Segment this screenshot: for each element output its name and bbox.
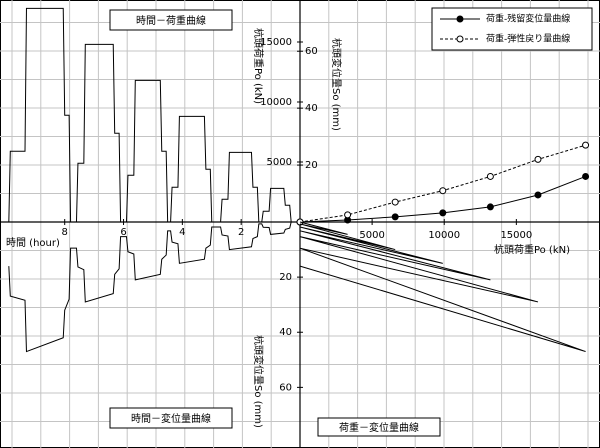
chart-title: 荷重－変位量曲線	[339, 421, 419, 434]
y-tick-label: 60	[279, 382, 292, 393]
x-tick-label: 15000	[500, 230, 532, 241]
title-box	[317, 417, 441, 437]
data-line	[8, 7, 300, 223]
legend-marker	[456, 15, 464, 23]
y-tick-label: 10000	[260, 97, 292, 108]
legend-box	[431, 7, 593, 51]
x-tick-label: 8	[62, 227, 68, 238]
y-tick-label: 20	[279, 272, 292, 283]
data-point	[391, 213, 399, 221]
chart-title: 時間－変位量曲線	[131, 412, 211, 425]
y-axis-label: 杭頭変位量So (mm)	[330, 38, 343, 131]
data-point	[582, 172, 590, 180]
data-point	[344, 211, 352, 219]
x-axis-label: 杭頭荷重Po (kN)	[494, 243, 570, 256]
y-axis-label: 杭頭変位量So (mm)	[252, 335, 265, 428]
y-tick-label: 5000	[267, 157, 292, 168]
legend-label: 荷重-残留変位量曲線	[486, 13, 570, 25]
data-point	[391, 198, 399, 206]
y-axis-label: 杭頭荷重Po (kN)	[252, 28, 265, 104]
x-tick-label: 6	[120, 227, 126, 238]
y-tick-label: 60	[305, 46, 318, 57]
y-tick-label: 15000	[260, 37, 292, 48]
x-axis-label: 時間 (hour)	[6, 237, 60, 249]
title-box	[109, 9, 233, 31]
data-line	[299, 221, 586, 353]
legend-label: 荷重-弾性戻り量曲線	[486, 33, 570, 45]
data-point	[534, 155, 542, 163]
x-tick-label: 2	[238, 227, 244, 238]
legend-marker	[456, 35, 464, 43]
data-point	[486, 172, 494, 180]
x-tick-label: 4	[179, 227, 185, 238]
chart-title: 時間－荷重曲線	[136, 14, 206, 27]
data-point	[439, 209, 447, 217]
x-tick-label: 10000	[428, 230, 460, 241]
y-tick-label: 40	[305, 103, 318, 114]
y-tick-label: 40	[279, 327, 292, 338]
y-tick-label: 20	[305, 160, 318, 171]
data-point	[486, 203, 494, 211]
data-point	[534, 191, 542, 199]
x-tick-label: 5000	[359, 230, 384, 241]
data-line	[8, 221, 300, 353]
data-point	[439, 187, 447, 195]
data-point	[582, 141, 590, 149]
title-box	[109, 407, 233, 429]
